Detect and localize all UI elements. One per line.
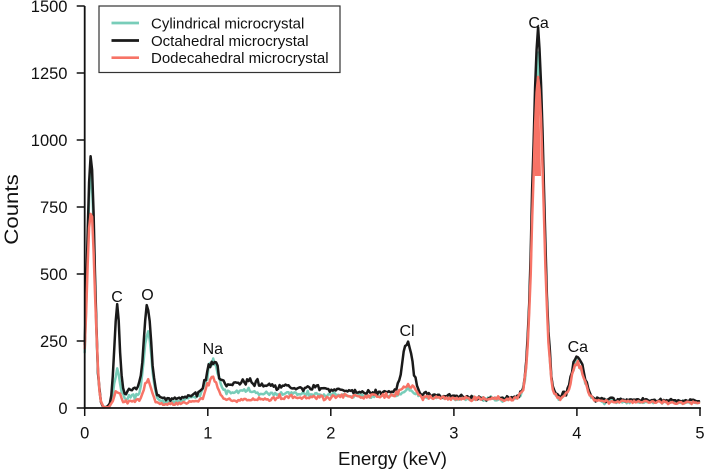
- svg-text:Counts: Counts: [1, 174, 23, 245]
- svg-text:Octahedral microcrystal: Octahedral microcrystal: [151, 33, 309, 50]
- svg-text:C: C: [111, 289, 123, 306]
- svg-text:500: 500: [40, 266, 68, 284]
- svg-text:Cl: Cl: [399, 323, 414, 340]
- svg-text:4: 4: [572, 424, 581, 442]
- svg-text:5: 5: [695, 424, 704, 442]
- svg-text:0: 0: [58, 400, 67, 418]
- svg-text:Cylindrical microcrystal: Cylindrical microcrystal: [151, 15, 304, 32]
- svg-text:250: 250: [40, 333, 68, 351]
- svg-text:Dodecahedral microcrystal: Dodecahedral microcrystal: [151, 50, 329, 67]
- svg-text:Ca: Ca: [568, 339, 589, 356]
- svg-text:1000: 1000: [31, 132, 68, 150]
- svg-text:0: 0: [80, 424, 89, 442]
- svg-text:Na: Na: [203, 341, 224, 358]
- svg-text:Energy (keV): Energy (keV): [338, 449, 447, 469]
- svg-text:1: 1: [203, 424, 212, 442]
- svg-text:1250: 1250: [31, 65, 68, 83]
- svg-text:Ca: Ca: [528, 15, 549, 32]
- svg-text:750: 750: [40, 199, 68, 217]
- svg-text:1500: 1500: [31, 0, 68, 16]
- svg-text:O: O: [141, 287, 153, 304]
- svg-text:2: 2: [326, 424, 335, 442]
- svg-text:3: 3: [449, 424, 458, 442]
